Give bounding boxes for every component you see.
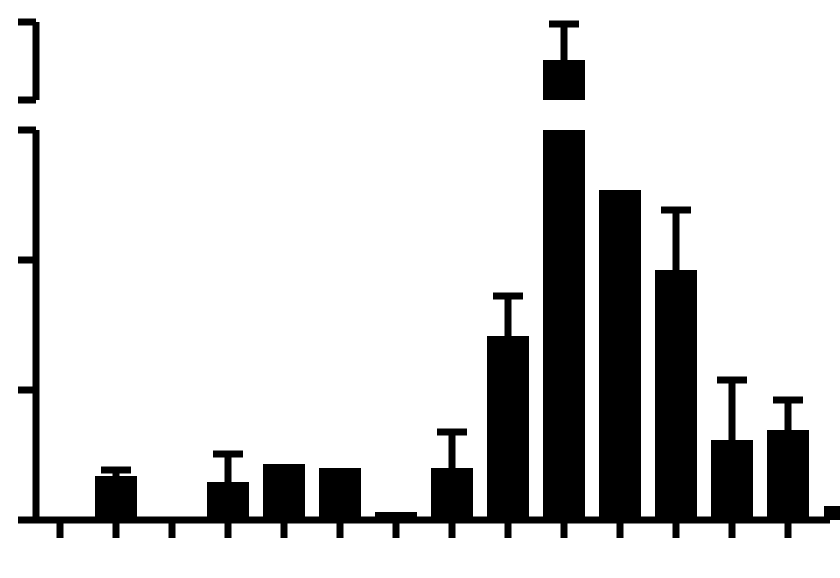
bar bbox=[824, 506, 840, 520]
bar bbox=[767, 430, 809, 520]
bar bbox=[207, 482, 249, 520]
bar bbox=[487, 336, 529, 520]
bar bbox=[599, 190, 641, 520]
bar-chart bbox=[0, 0, 840, 578]
bar-upper bbox=[543, 60, 585, 100]
bar bbox=[655, 270, 697, 520]
bar bbox=[95, 476, 137, 520]
bar bbox=[543, 130, 585, 520]
bar bbox=[319, 468, 361, 520]
bar bbox=[431, 468, 473, 520]
bar bbox=[375, 512, 417, 520]
bar bbox=[711, 440, 753, 520]
bar bbox=[263, 464, 305, 520]
